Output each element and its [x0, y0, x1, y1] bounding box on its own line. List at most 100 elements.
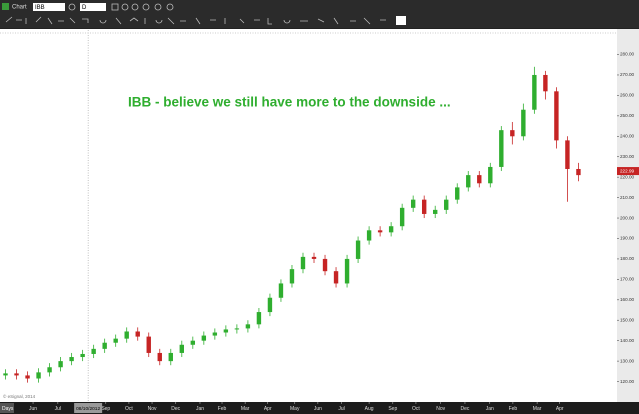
y-tick-label: 180.00: [620, 256, 634, 261]
candle-body: [102, 342, 107, 349]
candle-body: [245, 324, 251, 329]
x-tick-label: Oct: [125, 406, 133, 412]
candle-body: [135, 331, 140, 337]
candle-body: [311, 256, 317, 259]
y-tick-label: 230.00: [620, 154, 634, 159]
candle-body: [488, 166, 493, 184]
watermark: © eSignal, 2014: [3, 393, 36, 399]
period-label[interactable]: Days: [2, 406, 14, 412]
crosshair-label-box: [74, 403, 103, 413]
x-tick-label: Jun: [314, 406, 322, 412]
y-tick-label: 130.00: [620, 358, 634, 363]
y-tick-label: 210.00: [620, 195, 634, 200]
candle-body: [91, 348, 96, 354]
interval-box[interactable]: [80, 3, 106, 11]
candle-body: [256, 312, 262, 325]
candle-body: [201, 335, 207, 341]
y-tick-label: 170.00: [620, 277, 634, 282]
candle-body: [444, 199, 449, 210]
candle-body: [366, 230, 372, 241]
x-tick-label: Jan: [486, 406, 494, 412]
candle-body: [554, 91, 559, 141]
candle-body: [36, 372, 41, 379]
symbol-box[interactable]: [33, 3, 65, 11]
y-tick-label: 220.00: [620, 174, 634, 179]
annotation: IBB - believe we still have more to the …: [128, 95, 451, 110]
candle-body: [124, 331, 129, 339]
y-tick-label: 260.00: [620, 93, 634, 98]
time-axis: [0, 402, 639, 414]
candle-body: [14, 373, 19, 376]
candle-body: [421, 199, 427, 214]
symbol[interactable]: IBB: [35, 5, 45, 11]
candle-body: [212, 332, 218, 336]
x-tick-label: Apr: [556, 406, 564, 412]
x-tick-label: Dec: [171, 406, 180, 412]
candle-body: [477, 175, 482, 184]
candle-body: [355, 240, 361, 259]
candle-body: [466, 175, 471, 188]
y-tick-label: 190.00: [620, 236, 634, 241]
last-price-label: 222.99: [620, 168, 634, 173]
candle-body: [499, 130, 504, 167]
candle-body: [433, 209, 438, 214]
candle-body: [168, 352, 173, 362]
candle-body: [565, 140, 570, 169]
x-tick-label: Dec: [461, 406, 470, 412]
period-box[interactable]: [0, 403, 14, 413]
window-title: Chart: [12, 5, 27, 11]
x-tick-label: Aug: [365, 406, 374, 412]
candle-body: [190, 340, 196, 345]
y-tick-label: 270.00: [620, 72, 634, 77]
candle-body: [333, 271, 339, 284]
toolbar: [0, 0, 639, 28]
x-tick-label: Sep: [101, 406, 110, 412]
y-tick-label: 200.00: [620, 215, 634, 220]
y-tick-label: 280.00: [620, 52, 634, 57]
price-axis: [617, 29, 639, 402]
candle-body: [543, 74, 548, 92]
candle-body: [267, 297, 273, 313]
candle-body: [576, 168, 581, 176]
x-tick-label: Oct: [412, 406, 420, 412]
crosshair-label: 08/10/2012: [76, 406, 100, 412]
x-tick-label: Jul: [338, 406, 344, 412]
candle-body: [58, 361, 63, 368]
x-tick-label: Sep: [388, 406, 397, 412]
y-tick-label: 250.00: [620, 113, 634, 118]
interval[interactable]: D: [82, 5, 87, 11]
candle-body: [278, 283, 284, 298]
x-tick-label: May: [290, 406, 300, 412]
candle-body: [146, 336, 151, 353]
window-icon: [2, 3, 9, 10]
x-tick-label: Feb: [509, 406, 518, 412]
candle-body: [521, 109, 526, 137]
candle-body: [234, 328, 240, 330]
y-tick-label: 160.00: [620, 297, 634, 302]
y-tick-label: 240.00: [620, 134, 634, 139]
candle-body: [80, 353, 85, 358]
candle-body: [289, 269, 295, 284]
x-tick-label: Jul: [55, 406, 61, 412]
y-tick-label: 150.00: [620, 317, 634, 322]
candle-body: [510, 130, 515, 137]
toolbar-icons[interactable]: [5, 3, 386, 25]
candle-body: [179, 344, 184, 353]
y-tick-label: 120.00: [620, 379, 634, 384]
candle-body: [3, 373, 8, 376]
y-tick-label: 140.00: [620, 338, 634, 343]
candle-body: [455, 187, 460, 200]
candle-body: [223, 329, 229, 333]
x-tick-label: Apr: [264, 406, 272, 412]
candle-body: [344, 258, 350, 284]
candle-body: [113, 338, 118, 343]
x-tick-label: Feb: [218, 406, 227, 412]
u-button[interactable]: [396, 16, 406, 25]
candle-body: [377, 230, 383, 233]
x-tick-label: Nov: [436, 406, 445, 412]
candle-body: [157, 352, 162, 362]
candle-body: [25, 375, 30, 379]
x-tick-label: Jan: [196, 406, 204, 412]
